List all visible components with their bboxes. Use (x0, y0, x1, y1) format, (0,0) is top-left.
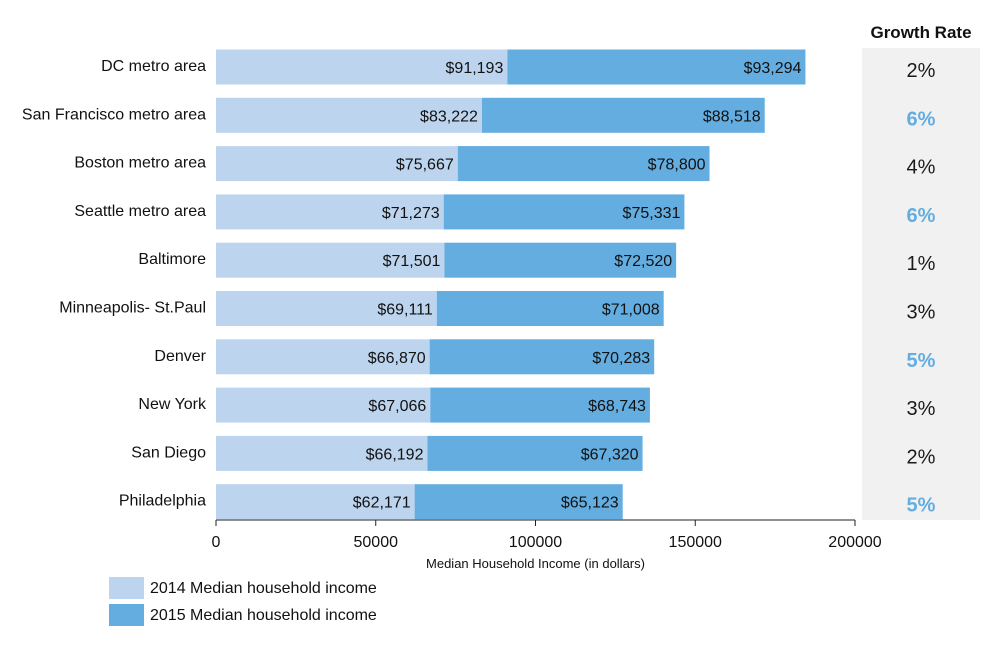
category-label: Boston metro area (74, 155, 206, 172)
growth-rate-value: 6% (907, 108, 936, 130)
bar-2015 (427, 435, 643, 471)
bar-2014 (216, 146, 458, 182)
growth-rate-value: 1% (907, 253, 936, 275)
bar-2014 (216, 242, 445, 278)
bar-2015 (507, 49, 806, 85)
bar-2015 (443, 194, 685, 230)
bar-2015-label: $71,008 (602, 302, 660, 319)
bar-2014 (216, 97, 482, 133)
bar-2014 (216, 49, 508, 85)
bar-2014 (216, 387, 431, 423)
bar-2015 (481, 97, 765, 133)
bar-2015 (436, 291, 664, 326)
legend-label: 2014 Median household income (150, 580, 377, 597)
bar-2014-label: $66,870 (368, 350, 426, 367)
growth-rate-value: 6% (907, 205, 936, 227)
category-label: Denver (154, 348, 206, 365)
x-tick-label: 0 (212, 534, 221, 551)
bar-2014-label: $67,066 (368, 398, 426, 415)
bar-2015-label: $88,518 (703, 108, 761, 125)
bar-2015 (430, 387, 650, 423)
growth-rate-value: 5% (907, 495, 936, 517)
category-label: Philadelphia (119, 493, 206, 510)
bar-2015-label: $72,520 (614, 253, 672, 270)
bar-2015 (429, 339, 655, 375)
growth-rate-value: 3% (907, 302, 936, 324)
x-axis-label: Median Household Income (in dollars) (426, 556, 645, 571)
growth-rate-value: 5% (907, 350, 936, 372)
bar-2014 (216, 194, 444, 230)
bar-2015-label: $70,283 (592, 350, 650, 367)
bar-2014-label: $83,222 (420, 108, 478, 125)
bar-2014 (216, 435, 428, 471)
growth-rate-value: 4% (907, 157, 936, 179)
bar-2015 (414, 484, 623, 520)
growth-rate-value: 2% (907, 60, 936, 82)
bar-2015 (444, 242, 677, 278)
bar-2014-label: $69,111 (377, 302, 433, 319)
bar-2014-label: $62,171 (353, 495, 411, 512)
bar-2014 (216, 291, 437, 326)
x-tick-label: 50000 (354, 534, 399, 551)
growth-rate-title: Growth Rate (870, 23, 971, 42)
x-tick-label: 150000 (669, 534, 722, 551)
growth-rate-value: 2% (907, 446, 936, 468)
category-label: San Diego (131, 444, 206, 461)
category-label: New York (138, 396, 207, 413)
bar-2015-label: $75,331 (623, 205, 681, 222)
bar-2015-label: $68,743 (588, 398, 646, 415)
legend-swatch (109, 604, 144, 626)
category-label: Minneapolis- St.Paul (59, 300, 206, 317)
bar-2014-label: $71,273 (382, 205, 440, 222)
bar-2015 (457, 146, 710, 182)
category-label: DC metro area (101, 58, 206, 75)
bar-2014-label: $66,192 (366, 446, 424, 463)
legend-label: 2015 Median household income (150, 607, 377, 624)
growth-rate-value: 3% (907, 398, 936, 420)
bar-2015-label: $65,123 (561, 495, 619, 512)
bar-2015-label: $78,800 (648, 157, 706, 174)
bar-2014-label: $91,193 (446, 60, 504, 77)
bar-2015-label: $93,294 (744, 60, 802, 77)
bar-2014-label: $71,501 (383, 253, 441, 270)
growth-rate-panel (862, 48, 980, 520)
bar-2014 (216, 484, 415, 520)
category-label: San Francisco metro area (22, 106, 206, 123)
x-tick-label: 200000 (828, 534, 881, 551)
category-label: Baltimore (138, 251, 206, 268)
category-label: Seattle metro area (74, 203, 206, 220)
bar-2014-label: $75,667 (396, 157, 454, 174)
legend-swatch (109, 577, 144, 599)
bar-2014 (216, 339, 430, 375)
bar-2015-label: $67,320 (581, 446, 639, 463)
x-tick-label: 100000 (509, 534, 562, 551)
